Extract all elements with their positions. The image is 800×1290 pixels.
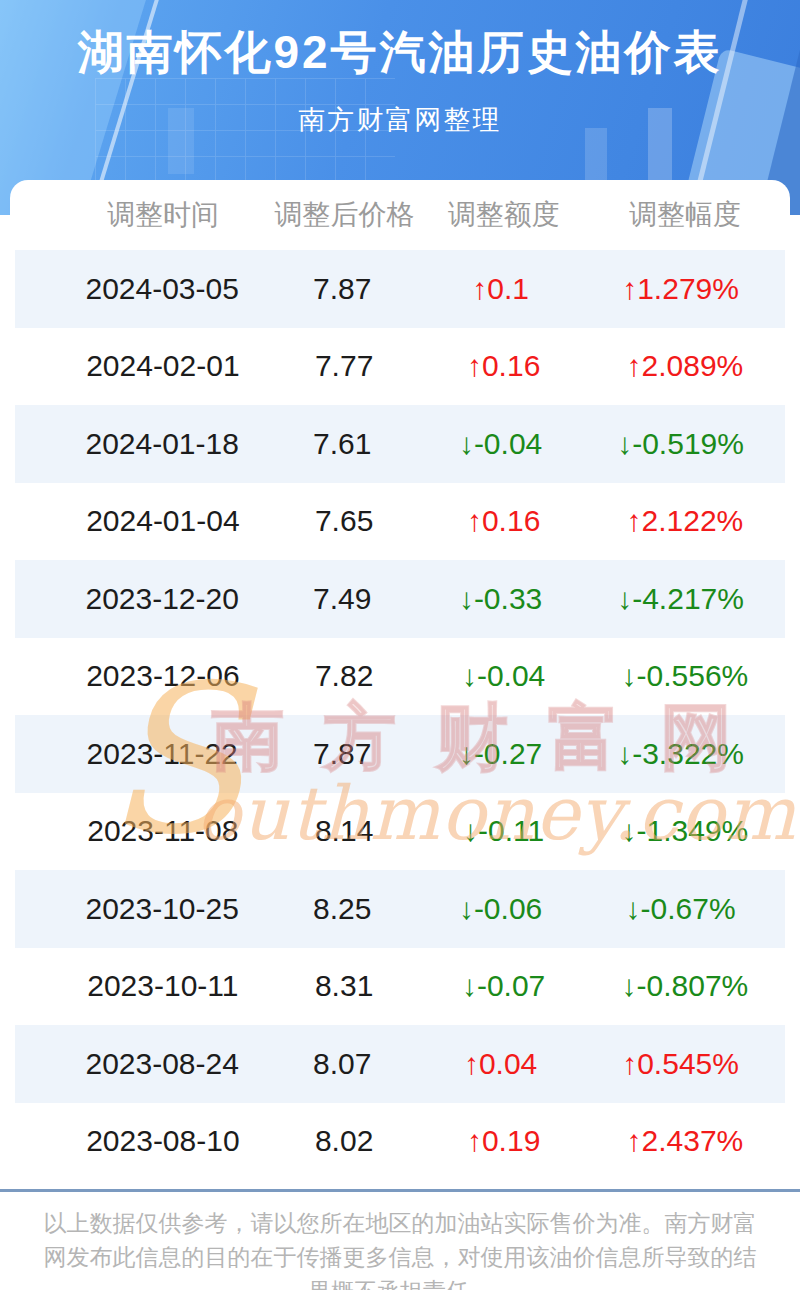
cell-price: 7.77	[261, 349, 428, 383]
table-row: 2024-03-057.87↑0.1↑1.279%	[15, 250, 785, 328]
page-title: 湖南怀化92号汽油历史油价表	[0, 24, 800, 80]
table-row: 2023-10-258.25↓-0.06↓-0.67%	[15, 870, 785, 948]
cell-change-percent: ↓-0.67%	[576, 892, 785, 926]
cell-change-amount: ↑0.16	[428, 504, 580, 538]
cell-price: 8.31	[261, 969, 428, 1003]
cell-change-amount: ↑0.16	[428, 349, 580, 383]
page-subtitle: 南方财富网整理	[0, 102, 800, 138]
cell-adjust-date: 2023-11-22	[65, 737, 259, 771]
cell-price: 8.25	[259, 892, 425, 926]
cell-adjust-date: 2024-01-18	[65, 427, 259, 461]
cell-adjust-date: 2024-02-01	[65, 349, 261, 383]
cell-change-amount: ↓-0.07	[428, 969, 580, 1003]
cell-change-percent: ↑2.122%	[580, 504, 790, 538]
cell-adjust-date: 2023-10-11	[65, 969, 261, 1003]
cell-price: 7.49	[259, 582, 425, 616]
cell-adjust-date: 2023-10-25	[65, 892, 259, 926]
disclaimer-text: 以上数据仅供参考，请以您所在地区的加油站实际售价为准。南方财富网发布此信息的目的…	[40, 1206, 760, 1290]
cell-adjust-date: 2023-08-10	[65, 1124, 261, 1158]
cell-adjust-date: 2023-11-08	[65, 814, 261, 848]
cell-change-percent: ↓-0.519%	[576, 427, 785, 461]
table-row: 2024-02-017.77↑0.16↑2.089%	[10, 328, 790, 406]
cell-price: 8.02	[261, 1124, 428, 1158]
cell-adjust-date: 2023-12-20	[65, 582, 259, 616]
cell-change-percent: ↓-3.322%	[576, 737, 785, 771]
col-header-adjust-time: 调整时间	[65, 196, 261, 234]
cell-change-percent: ↓-0.807%	[580, 969, 790, 1003]
col-header-adjust-rate: 调整幅度	[580, 196, 790, 234]
footer-divider	[0, 1189, 800, 1192]
cell-change-amount: ↓-0.04	[425, 427, 576, 461]
cell-adjust-date: 2024-03-05	[65, 272, 259, 306]
cell-price: 7.61	[259, 427, 425, 461]
cell-price: 8.07	[259, 1047, 425, 1081]
col-header-adjusted-price: 调整后价格	[261, 196, 428, 234]
price-table-card: 调整时间 调整后价格 调整额度 调整幅度 2024-03-057.87↑0.1↑…	[10, 180, 790, 1290]
table-row: 2023-11-227.87↓-0.27↓-3.322%	[15, 715, 785, 793]
cell-change-amount: ↓-0.04	[428, 659, 580, 693]
cell-change-percent: ↓-4.217%	[576, 582, 785, 616]
cell-change-amount: ↓-0.11	[428, 814, 580, 848]
cell-change-percent: ↓-0.556%	[580, 659, 790, 693]
cell-price: 7.87	[259, 737, 425, 771]
table-row: 2023-12-067.82↓-0.04↓-0.556%	[10, 638, 790, 716]
cell-price: 7.82	[261, 659, 428, 693]
cell-change-amount: ↓-0.33	[425, 582, 576, 616]
cell-change-percent: ↓-1.349%	[580, 814, 790, 848]
cell-change-amount: ↑0.04	[425, 1047, 576, 1081]
table-row: 2023-11-088.14↓-0.11↓-1.349%	[10, 793, 790, 871]
cell-adjust-date: 2023-08-24	[65, 1047, 259, 1081]
price-table-body: 2024-03-057.87↑0.1↑1.279%2024-02-017.77↑…	[10, 250, 790, 1180]
table-row: 2023-08-248.07↑0.04↑0.545%	[15, 1025, 785, 1103]
table-header-row: 调整时间 调整后价格 调整额度 调整幅度	[10, 180, 790, 250]
cell-adjust-date: 2023-12-06	[65, 659, 261, 693]
cell-price: 7.87	[259, 272, 425, 306]
table-row: 2023-08-108.02↑0.19↑2.437%	[10, 1103, 790, 1181]
cell-change-percent: ↑2.437%	[580, 1124, 790, 1158]
cell-change-amount: ↑0.19	[428, 1124, 580, 1158]
cell-price: 7.65	[261, 504, 428, 538]
table-row: 2024-01-047.65↑0.16↑2.122%	[10, 483, 790, 561]
col-header-adjust-amount: 调整额度	[428, 196, 580, 234]
cell-change-percent: ↑2.089%	[580, 349, 790, 383]
cell-price: 8.14	[261, 814, 428, 848]
cell-change-amount: ↑0.1	[425, 272, 576, 306]
table-row: 2023-10-118.31↓-0.07↓-0.807%	[10, 948, 790, 1026]
cell-change-amount: ↓-0.06	[425, 892, 576, 926]
cell-change-percent: ↑1.279%	[576, 272, 785, 306]
cell-change-amount: ↓-0.27	[425, 737, 576, 771]
cell-change-percent: ↑0.545%	[576, 1047, 785, 1081]
table-row: 2023-12-207.49↓-0.33↓-4.217%	[15, 560, 785, 638]
table-row: 2024-01-187.61↓-0.04↓-0.519%	[15, 405, 785, 483]
cell-adjust-date: 2024-01-04	[65, 504, 261, 538]
